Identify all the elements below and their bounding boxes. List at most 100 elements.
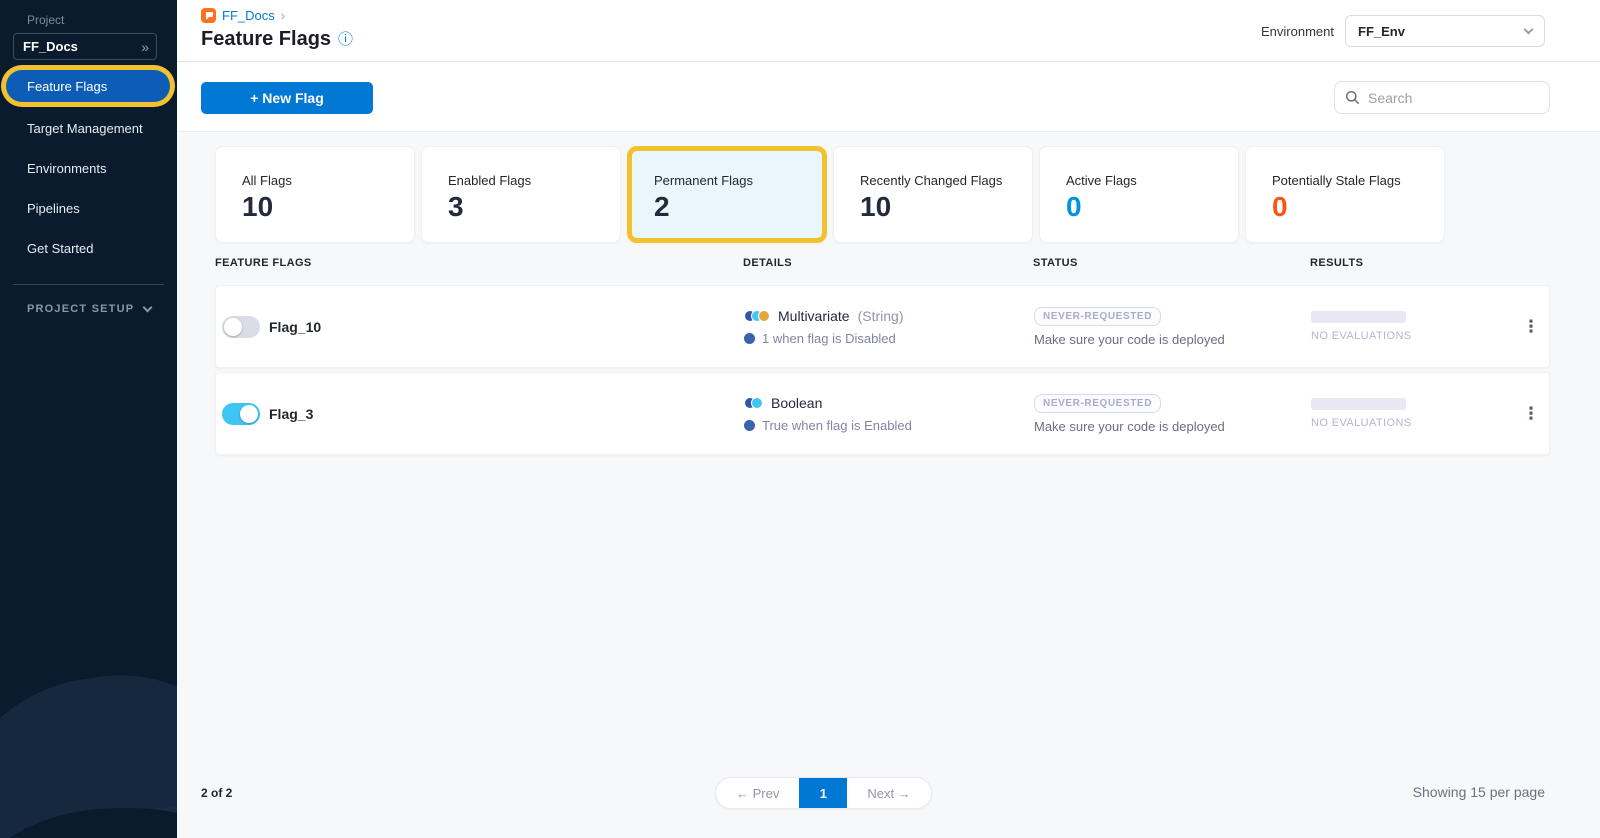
search-input[interactable]: [1368, 89, 1528, 106]
flags-table: Flag_10 Multivariate (String) 1 when fla…: [215, 285, 1550, 455]
sidebar: Project FF_Docs » Feature Flags Target M…: [0, 0, 177, 838]
stat-card-value: 2: [654, 191, 670, 222]
environment-select[interactable]: FF_Env: [1345, 15, 1545, 47]
stat-card-label: Active Flags: [1066, 173, 1137, 188]
sidebar-item-label: Target Management: [27, 120, 143, 136]
environment-picker: Environment FF_Env: [1261, 15, 1545, 47]
status-badge: NEVER-REQUESTED: [1034, 306, 1162, 326]
stat-card-label: Permanent Flags: [654, 173, 753, 188]
environment-label: Environment: [1261, 23, 1334, 39]
next-page-button[interactable]: Next →: [847, 778, 930, 808]
stat-card-value: 10: [242, 191, 274, 222]
stat-card-active-flags[interactable]: Active Flags 0: [1039, 146, 1239, 243]
status-text: Make sure your code is deployed: [1034, 418, 1225, 434]
row-count: 2 of 2: [201, 786, 233, 800]
flag-name[interactable]: Flag_3: [269, 405, 314, 422]
toggle-knob: [240, 404, 258, 423]
column-header-results: RESULTS: [1310, 257, 1364, 269]
boolean-icon: [744, 396, 763, 409]
pagination: ← Prev 1 Next →: [715, 777, 932, 809]
project-label: Project: [27, 13, 65, 27]
flag-toggle-on[interactable]: [222, 402, 260, 425]
flag-kind-suffix: (String): [857, 307, 904, 324]
stat-card-label: All Flags: [242, 173, 292, 188]
flag-kind-line: Multivariate (String): [744, 308, 1034, 324]
stat-card-all-flags[interactable]: All Flags 10: [215, 146, 415, 243]
flag-name[interactable]: Flag_10: [269, 318, 322, 335]
evaluations-text: NO EVALUATIONS: [1311, 330, 1412, 342]
evaluations-text: NO EVALUATIONS: [1311, 417, 1412, 429]
stat-card-value: 0: [1272, 191, 1288, 222]
evaluations-bar: [1311, 398, 1406, 410]
search-box[interactable]: [1334, 81, 1550, 114]
main-content: FF_Docs › Feature Flags ⓘ Environment FF…: [177, 0, 1600, 838]
breadcrumb-separator: ›: [280, 8, 286, 23]
project-setup-label: PROJECT SETUP: [27, 303, 135, 315]
stat-card-label: Recently Changed Flags: [860, 173, 1003, 188]
environment-value: FF_Env: [1358, 23, 1405, 39]
breadcrumb: FF_Docs ›: [201, 8, 285, 23]
flag-results-cell: NO EVALUATIONS: [1311, 398, 1511, 429]
search-icon: [1345, 90, 1359, 104]
flag-kind-line: Boolean: [744, 395, 1034, 411]
table-row[interactable]: Flag_3 Boolean True when flag is Enabled: [215, 372, 1550, 455]
breadcrumb-project-link[interactable]: FF_Docs: [222, 8, 275, 23]
sidebar-item-pipelines[interactable]: Pipelines: [0, 188, 177, 228]
flag-kind: Multivariate: [778, 307, 850, 324]
feature-flags-module-icon: [201, 8, 216, 23]
sidebar-item-target-management[interactable]: Target Management: [0, 108, 177, 148]
new-flag-button[interactable]: + New Flag: [201, 82, 373, 114]
flag-status-cell: NEVER-REQUESTED Make sure your code is d…: [1034, 306, 1311, 347]
flag-name-cell: Flag_3: [216, 402, 744, 425]
prev-page-button[interactable]: ← Prev: [716, 778, 799, 808]
toggle-knob: [224, 317, 242, 336]
flag-details-cell: Boolean True when flag is Enabled: [744, 395, 1034, 433]
page-title: Feature Flags: [201, 28, 332, 50]
flag-name-cell: Flag_10: [216, 315, 744, 338]
page-header: FF_Docs › Feature Flags ⓘ Environment FF…: [177, 0, 1600, 62]
page-number-button[interactable]: 1: [799, 778, 848, 808]
info-icon[interactable]: ⓘ: [338, 31, 354, 48]
page-title-row: Feature Flags ⓘ: [201, 28, 353, 51]
status-badge: NEVER-REQUESTED: [1034, 393, 1162, 413]
column-header-status: STATUS: [1033, 257, 1078, 269]
sidebar-item-label: Get Started: [27, 240, 94, 256]
table-row[interactable]: Flag_10 Multivariate (String) 1 when fla…: [215, 285, 1550, 368]
showing-per-page: Showing 15 per page: [1412, 784, 1545, 800]
stat-card-enabled-flags[interactable]: Enabled Flags 3: [421, 146, 621, 243]
sidebar-item-label: Environments: [27, 160, 107, 176]
stat-card-label: Potentially Stale Flags: [1272, 173, 1401, 188]
evaluations-bar: [1311, 311, 1406, 323]
flag-toggle-off[interactable]: [222, 315, 260, 338]
sidebar-nav: Feature Flags Target Management Environm…: [0, 70, 177, 323]
sidebar-divider: [13, 284, 164, 285]
toolbar: + New Flag: [177, 63, 1600, 132]
sidebar-item-get-started[interactable]: Get Started: [0, 228, 177, 268]
project-selector[interactable]: FF_Docs »: [13, 33, 157, 60]
row-menu-icon[interactable]: ⋮: [1522, 316, 1540, 336]
row-menu-icon[interactable]: ⋮: [1522, 403, 1540, 423]
sidebar-item-environments[interactable]: Environments: [0, 148, 177, 188]
stat-card-permanent-flags[interactable]: Permanent Flags 2: [627, 146, 827, 243]
flag-variation-line: True when flag is Enabled: [744, 418, 1034, 433]
sidebar-item-feature-flags[interactable]: Feature Flags: [6, 70, 170, 102]
flag-status-cell: NEVER-REQUESTED Make sure your code is d…: [1034, 393, 1311, 434]
variation-dot-icon: [744, 419, 755, 431]
stat-card-value: 0: [1066, 191, 1082, 222]
flag-variation-line: 1 when flag is Disabled: [744, 331, 1034, 346]
sidebar-item-label: Feature Flags: [27, 78, 108, 94]
multivariate-icon: [744, 309, 770, 322]
variation-text: True when flag is Enabled: [762, 417, 912, 433]
chevron-down-icon: [1523, 24, 1534, 34]
stat-card-value: 10: [860, 191, 892, 222]
flag-details-cell: Multivariate (String) 1 when flag is Dis…: [744, 308, 1034, 346]
project-setup-toggle[interactable]: PROJECT SETUP: [0, 295, 177, 323]
stat-card-recently-changed-flags[interactable]: Recently Changed Flags 10: [833, 146, 1033, 243]
sidebar-item-label: Pipelines: [27, 200, 80, 216]
variation-text: 1 when flag is Disabled: [762, 330, 896, 346]
double-chevron-icon[interactable]: »: [141, 38, 149, 55]
chevron-down-icon: [142, 302, 153, 312]
stat-card-potentially-stale-flags[interactable]: Potentially Stale Flags 0: [1245, 146, 1445, 243]
stats-cards: All Flags 10 Enabled Flags 3 Permanent F…: [215, 146, 1445, 243]
stat-card-value: 3: [448, 191, 464, 222]
